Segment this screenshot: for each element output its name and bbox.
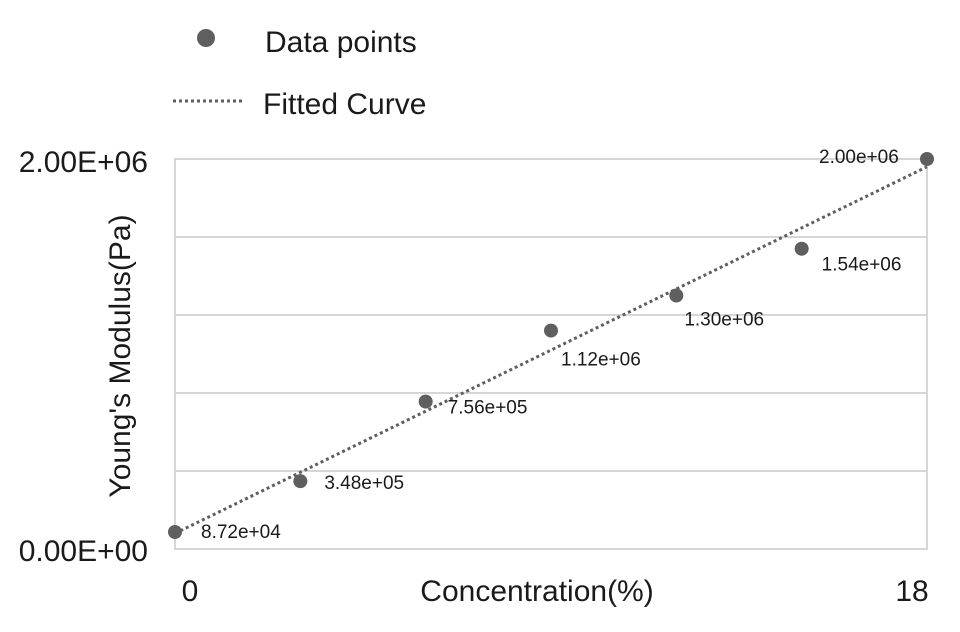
data-label: 8.72e+04	[201, 522, 281, 543]
data-label: 1.12e+06	[561, 350, 641, 371]
y-tick-label-max: 2.00E+06	[19, 146, 148, 179]
x-tick-label-min: 0	[182, 575, 199, 608]
legend-label-fitted-curve: Fitted Curve	[263, 88, 426, 121]
data-point	[794, 241, 809, 256]
data-point	[418, 394, 433, 409]
data-points	[168, 152, 934, 539]
data-point	[920, 152, 934, 166]
legend-marker-data-points	[197, 29, 215, 47]
data-label: 1.30e+06	[684, 310, 764, 331]
data-label: 2.00e+06	[819, 147, 899, 168]
data-label: 1.54e+06	[822, 255, 902, 276]
data-point	[669, 288, 684, 303]
fitted-curve-line	[174, 165, 928, 535]
x-axis-title: Concentration(%)	[420, 575, 653, 608]
data-label: 3.48e+05	[324, 473, 404, 494]
grid	[175, 158, 927, 550]
data-point	[544, 323, 558, 338]
legend: Data points Fitted Curve	[173, 26, 426, 121]
plot-area	[174, 158, 928, 550]
y-tick-label-min: 0.00E+00	[19, 535, 148, 568]
data-point	[168, 524, 182, 539]
x-tick-label-max: 18	[895, 575, 928, 608]
y-axis-title: Young's Modulus(Pa)	[104, 214, 137, 497]
fitted-curve	[174, 165, 928, 535]
data-label: 7.56e+05	[448, 398, 528, 419]
legend-label-data-points: Data points	[265, 26, 417, 59]
data-labels: 8.72e+04 3.48e+05 7.56e+05 1.12e+06 1.30e+06…	[201, 147, 901, 543]
data-point	[293, 474, 308, 489]
